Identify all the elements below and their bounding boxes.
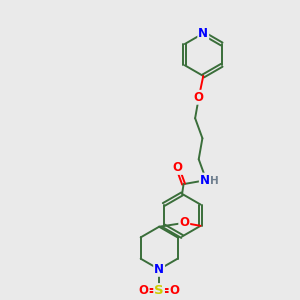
Text: O: O: [139, 284, 149, 297]
Text: N: N: [154, 263, 164, 276]
Text: S: S: [154, 284, 164, 297]
Text: O: O: [194, 91, 204, 104]
Text: H: H: [210, 176, 219, 186]
Text: O: O: [172, 161, 182, 174]
Text: O: O: [179, 216, 189, 230]
Text: N: N: [200, 174, 210, 187]
Text: O: O: [169, 284, 179, 297]
Text: N: N: [198, 27, 208, 40]
